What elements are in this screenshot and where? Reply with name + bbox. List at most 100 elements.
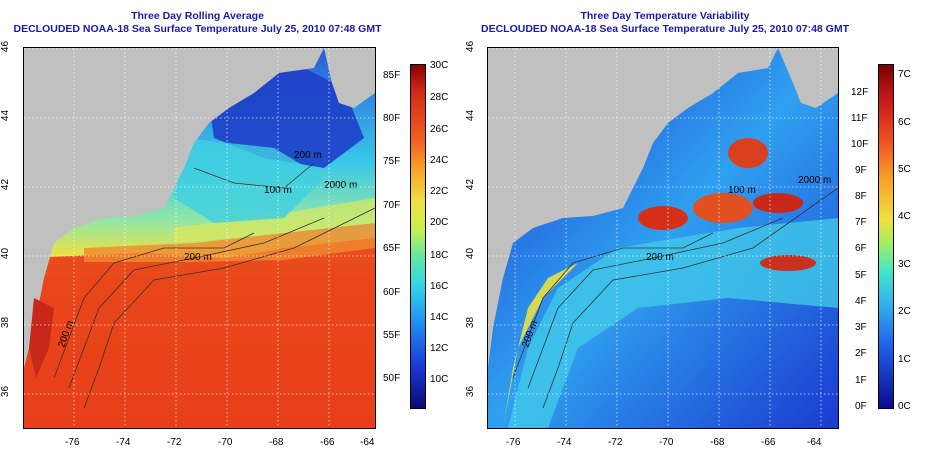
left-cb-c-14: 14C bbox=[430, 312, 449, 323]
left-xtick-74: -74 bbox=[116, 437, 131, 448]
left-ytick-46: 46 bbox=[0, 40, 12, 53]
right-cb-c-1: 1C bbox=[898, 354, 911, 365]
contour-label-100m: 100 m bbox=[264, 185, 292, 196]
right-xtick-72: -72 bbox=[608, 437, 623, 448]
right-colorbar bbox=[878, 64, 894, 409]
contour-1000m bbox=[68, 217, 325, 389]
nova-scotia-land bbox=[778, 48, 838, 108]
right-ytick-44: 44 bbox=[465, 109, 477, 122]
contour-label-200m: 200 m bbox=[646, 252, 674, 263]
right-cb-c-6: 6C bbox=[898, 117, 911, 128]
variability-hotspot bbox=[728, 138, 768, 168]
right-title: Three Day Temperature Variability bbox=[580, 10, 750, 22]
right-cb-f-5: 5F bbox=[855, 270, 867, 281]
contour-2000m bbox=[542, 187, 838, 409]
left-ytick-44: 44 bbox=[0, 109, 12, 122]
right-xtick-66: -66 bbox=[761, 437, 776, 448]
right-xtick-74: -74 bbox=[557, 437, 572, 448]
georges-bank-cool bbox=[174, 138, 324, 223]
variability-hotspot bbox=[753, 193, 803, 213]
contour-label-100m: 100 m bbox=[728, 185, 756, 196]
nova-scotia-land bbox=[324, 48, 375, 108]
right-cb-c-7: 7C bbox=[898, 69, 911, 80]
right-subtitle: DECLOUDED NOAA-18 Sea Surface Temperatur… bbox=[480, 23, 850, 35]
contour-1000m bbox=[527, 217, 784, 389]
graticule bbox=[488, 48, 838, 428]
contour-100m bbox=[193, 162, 315, 189]
left-ytick-42: 42 bbox=[0, 178, 12, 191]
contour-label-200m-b: 200 m bbox=[294, 150, 322, 161]
variability-hotspot bbox=[638, 206, 688, 230]
left-xtick-72: -72 bbox=[167, 437, 182, 448]
left-cb-f-85: 85F bbox=[383, 70, 401, 81]
variability-hotspot bbox=[693, 193, 753, 223]
left-ytick-38: 38 bbox=[0, 316, 12, 329]
variability-hotspot bbox=[760, 255, 816, 271]
left-xtick-68: -68 bbox=[269, 437, 284, 448]
left-cb-f-75: 75F bbox=[383, 156, 401, 167]
right-cb-f-8: 8F bbox=[855, 191, 867, 202]
left-cb-f-80: 80F bbox=[383, 113, 401, 124]
left-cb-c-28: 28C bbox=[430, 92, 449, 103]
left-cb-c-20: 20C bbox=[430, 217, 449, 228]
warm-water-region bbox=[24, 238, 375, 428]
land-mass bbox=[488, 48, 778, 368]
right-ytick-40: 40 bbox=[465, 247, 477, 260]
left-cb-c-12: 12C bbox=[430, 343, 449, 354]
right-ytick-46: 46 bbox=[465, 40, 477, 53]
right-cb-f-3: 3F bbox=[855, 322, 867, 333]
left-cb-f-70: 70F bbox=[383, 200, 401, 211]
left-xtick-70: -70 bbox=[218, 437, 233, 448]
contour-200m bbox=[53, 232, 255, 379]
shelf-cyan bbox=[508, 218, 838, 428]
contour-2000m bbox=[83, 207, 375, 409]
right-cb-c-2: 2C bbox=[898, 306, 911, 317]
right-cb-f-1: 1F bbox=[855, 375, 867, 386]
left-subtitle: DECLOUDED NOAA-18 Sea Surface Temperatur… bbox=[13, 23, 382, 35]
right-panel: Three Day Temperature Variability DECLOU… bbox=[465, 0, 950, 475]
left-cb-c-18: 18C bbox=[430, 250, 449, 261]
right-cb-f-12: 12F bbox=[851, 87, 869, 98]
right-cb-f-9: 9F bbox=[855, 165, 867, 176]
warm-transition-band bbox=[84, 223, 375, 262]
right-cb-c-4: 4C bbox=[898, 211, 911, 222]
contour-label-2000m: 2000 m bbox=[324, 180, 357, 191]
right-xtick-76: -76 bbox=[506, 437, 521, 448]
left-cb-f-50: 50F bbox=[383, 373, 401, 384]
left-cb-f-65: 65F bbox=[383, 243, 401, 254]
mid-band bbox=[174, 198, 375, 243]
right-cb-c-5: 5C bbox=[898, 164, 911, 175]
contour-label-2000m: 2000 m bbox=[798, 175, 831, 186]
left-map-svg: 200 m 2000 m 100 m 200 m 200 m bbox=[24, 48, 375, 428]
left-xtick-66: -66 bbox=[320, 437, 335, 448]
left-panel: Three Day Rolling Average DECLOUDED NOAA… bbox=[0, 10, 449, 448]
left-xtick-76: -76 bbox=[65, 437, 80, 448]
left-cb-c-26: 26C bbox=[430, 124, 449, 135]
land-mass bbox=[24, 48, 324, 368]
left-cb-f-60: 60F bbox=[383, 287, 401, 298]
right-xtick-68: -68 bbox=[710, 437, 725, 448]
contour-label-200m: 200 m bbox=[184, 252, 212, 263]
left-cb-c-30: 30C bbox=[430, 60, 449, 71]
right-cb-c-0: 0C bbox=[898, 401, 911, 412]
delaware-bay bbox=[29, 298, 54, 378]
right-cb-f-4: 4F bbox=[855, 296, 867, 307]
left-cb-c-10: 10C bbox=[430, 374, 449, 385]
right-ytick-38: 38 bbox=[465, 316, 477, 329]
right-cb-f-11: 11F bbox=[851, 113, 868, 124]
right-ytick-42: 42 bbox=[465, 178, 477, 191]
right-cb-f-10: 10F bbox=[851, 139, 869, 150]
left-cb-c-16: 16C bbox=[430, 281, 449, 292]
coastal-yellow bbox=[503, 263, 578, 428]
left-sst-map: 200 m 2000 m 100 m 200 m 200 m bbox=[23, 47, 376, 429]
left-cb-f-55: 55F bbox=[383, 330, 401, 341]
right-xtick-64: -64 bbox=[807, 437, 822, 448]
right-cb-f-2: 2F bbox=[855, 348, 867, 359]
right-variability-map: 200 m 2000 m 100 m 200 m bbox=[487, 47, 839, 429]
left-cb-c-22: 22C bbox=[430, 186, 449, 197]
left-cb-c-24: 24C bbox=[430, 155, 449, 166]
contour-200m bbox=[512, 232, 714, 379]
right-cb-c-3: 3C bbox=[898, 259, 911, 270]
right-cb-f-7: 7F bbox=[855, 217, 867, 228]
graticule bbox=[24, 48, 375, 428]
